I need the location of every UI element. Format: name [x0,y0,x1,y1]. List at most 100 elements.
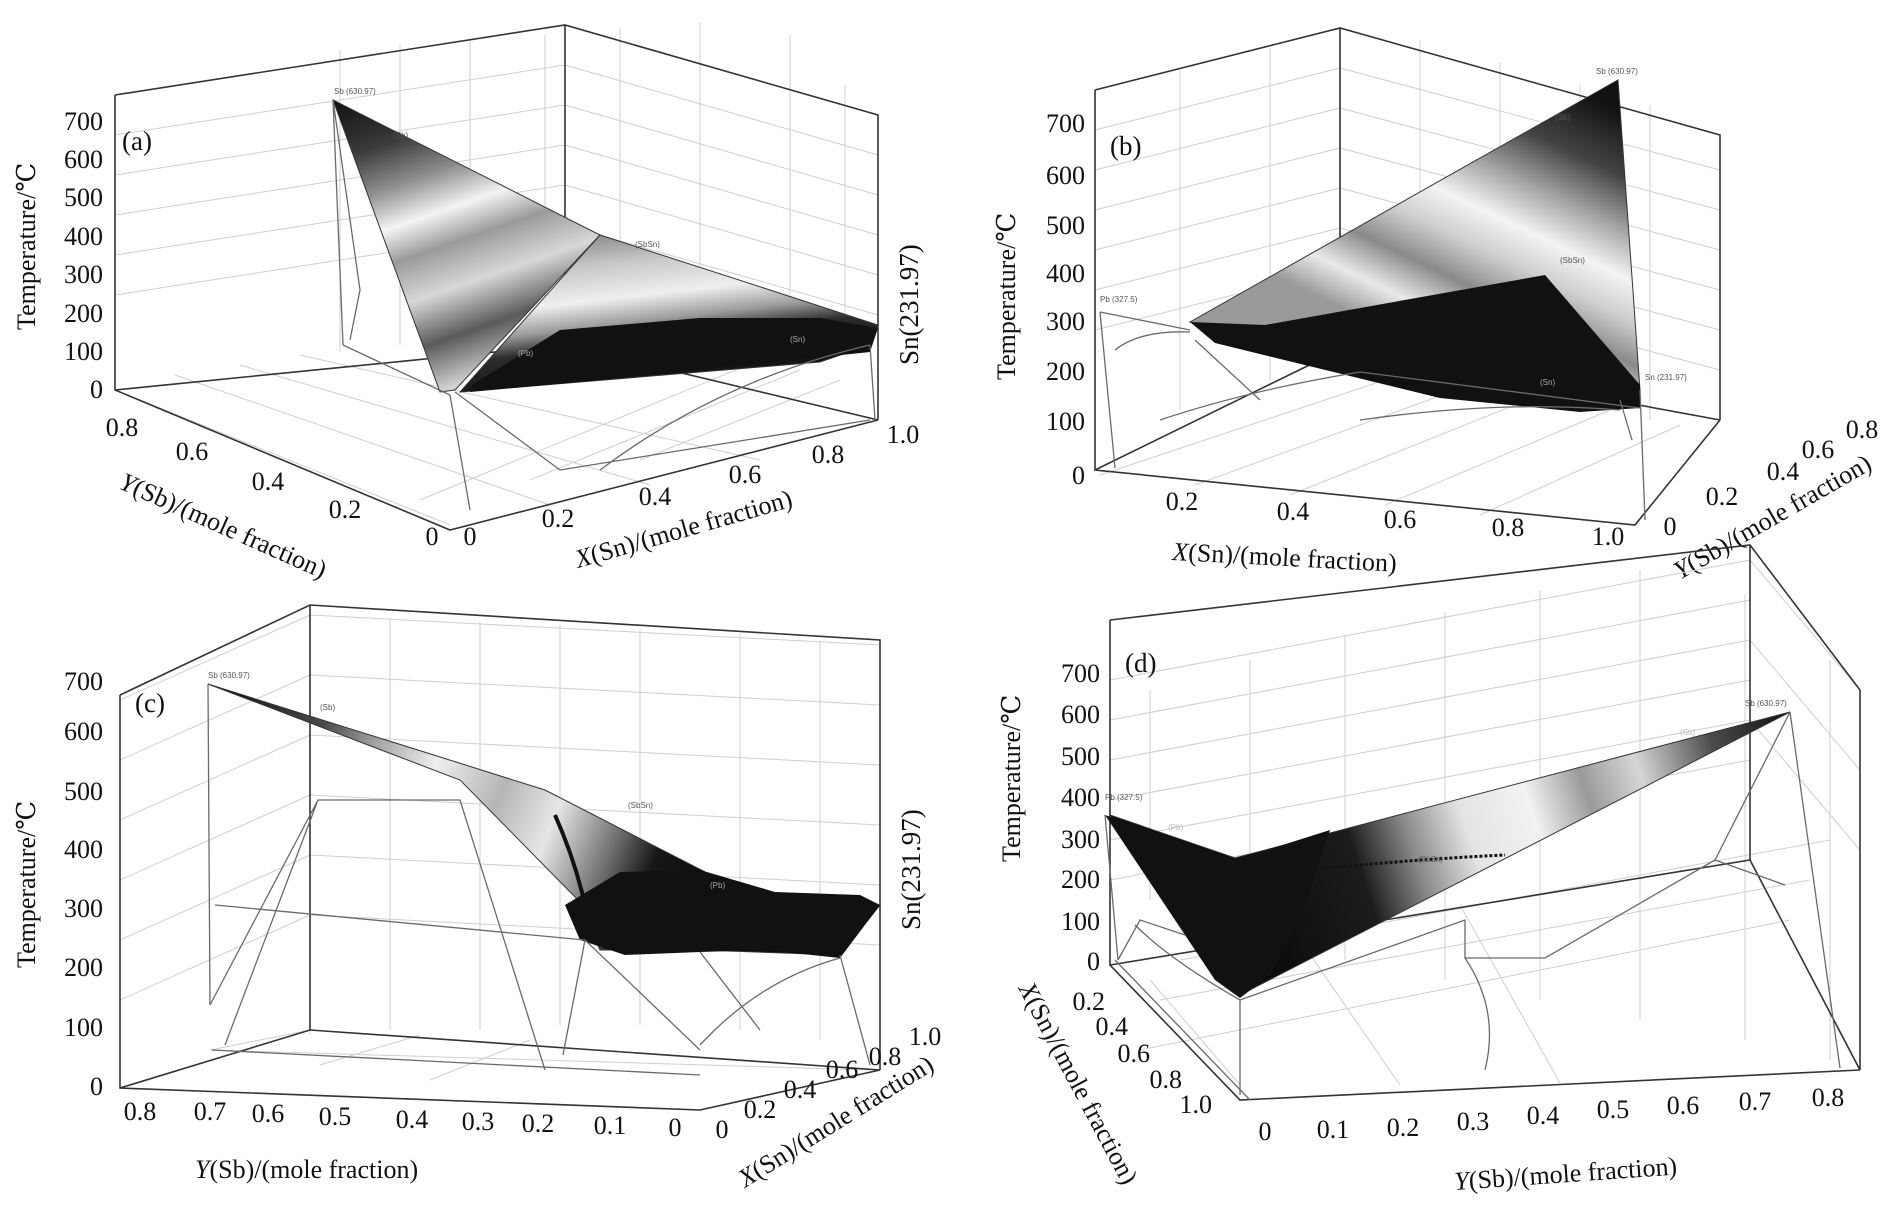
panel-d-y-axis-label: Y(Sb)/(mole fraction) [1453,1151,1678,1195]
panel-b-x-tick: 0.8 [1492,513,1525,542]
panel-b-corner-label: Sn (231.97) [1645,373,1687,382]
panel-d-region-label: (SbSn) [1418,855,1443,864]
panel-d-y-tick: 0.2 [1387,1113,1420,1142]
panel-b-region-label: (Sn) [1540,378,1555,387]
panel-c-y-axis-label: Y(Sb)/(mole fraction) [195,1155,418,1184]
panel-b-liquidus-pb [1190,275,1640,412]
panel-d-z-tick: 0 [1087,947,1100,976]
panel-b-z-tick: 600 [1046,161,1085,190]
panel-d-liquidus-pb [1105,815,1330,998]
panel-a-liquidus-pb [470,318,878,392]
panel-c-x-tick: 0.2 [744,1095,777,1124]
panel-c-y-tick: 0.8 [124,1097,157,1126]
panel-b-x-axis-prefix: X [1171,537,1190,567]
panel-a-z-tick: 300 [64,260,103,289]
panel-d-projection-lines [1104,711,1841,1101]
panel-d-y-axis-prefix: Y [1453,1166,1472,1196]
panel-c-z-tick: 500 [64,777,103,806]
panel-b-x-tick: 0.2 [1166,487,1199,516]
panel-c-projection-lines [207,683,871,1076]
panel-a: 0 100 200 300 400 500 600 700 Temperatur… [12,22,924,584]
panel-a-z-axis-label: Temperature/℃ [12,163,41,330]
panel-a-region-label: (Sb) [393,131,408,140]
panel-a-x-axis-label: X(Sn)/(mole fraction) [571,484,796,574]
panel-a-region-label: (Pb) [518,349,533,358]
panel-d-corner-label: Sb (630.97) [1745,699,1787,708]
panel-b-x-axis-text: (Sn)/(mole fraction) [1188,538,1398,578]
panel-c-z-tick: 400 [64,835,103,864]
panel-b-region-label: (Sb) [1555,113,1570,122]
panel-b-z-tick: 700 [1046,109,1085,138]
panel-c-x-tick: 0.4 [784,1075,817,1104]
panel-d-y-tick: 0.4 [1527,1101,1560,1130]
panel-c-region-label: (Sb) [320,703,335,712]
panel-a-x-tick: 0.6 [729,460,762,489]
panel-b-z-tick: 500 [1046,211,1085,240]
panel-d-box [1109,544,1861,1101]
panel-d-z-tick: 300 [1061,825,1100,854]
panel-b-y-tick: 0.2 [1706,482,1739,511]
panel-a-projection-lines [332,99,876,511]
panel-c-box [119,604,881,1111]
panel-c-region-label: (SbSn) [628,801,653,810]
panel-a-z-tick: 200 [64,299,103,328]
panel-d-y-tick: 0.1 [1317,1115,1350,1144]
panel-c-z-tick: 100 [64,1013,103,1042]
panel-b-x-axis-label: X(Sn)/(mole fraction) [1171,537,1398,578]
panel-c-x-ticks: 0 0.2 0.4 0.6 0.8 1.0 [716,1022,942,1144]
panel-a-z-tick: 500 [64,183,103,212]
panel-c-y-axis-text: (Sb)/(mole fraction) [209,1155,418,1184]
panel-c-y-ticks: 0.8 0.7 0.6 0.5 0.4 0.3 0.2 0.1 0 [124,1097,682,1142]
panel-d-z-tick: 600 [1061,700,1100,729]
panel-b-z-tick: 300 [1046,307,1085,336]
panel-a-tag: (a) [122,126,152,156]
panel-d-y-tick: 0 [1259,1117,1272,1146]
panel-b-y-tick: 0.8 [1846,415,1879,444]
panel-c-region-label: (Pb) [710,881,725,890]
panel-c-y-tick: 0.5 [319,1102,352,1131]
panel-d-x-tick: 0.4 [1096,1012,1129,1041]
panel-d-y-ticks: 0 0.1 0.2 0.3 0.4 0.5 0.6 0.7 0.8 [1259,1083,1845,1146]
panel-d-y-tick: 0.6 [1667,1091,1700,1120]
panel-b: 0 100 200 300 400 500 600 700 Temperatur… [992,27,1879,585]
panel-c: 0 100 200 300 400 500 600 700 Temperatur… [12,604,942,1194]
panel-d-x-tick: 1.0 [1180,1090,1213,1119]
panel-b-z-tick: 200 [1046,357,1085,386]
panel-c-x-tick: 0.8 [869,1042,902,1071]
panel-b-x-tick: 0.4 [1277,497,1310,526]
panel-a-y-tick: 0.8 [106,413,139,442]
panel-a-y-tick: 0.4 [252,467,285,496]
panel-c-eutectic-trough [553,814,587,906]
panel-d-z-tick: 400 [1061,783,1100,812]
panel-a-x-tick: 1.0 [887,420,920,449]
panel-a-side-label: Sn(231.97) [894,244,924,365]
panel-d-z-tick: 700 [1061,659,1100,688]
panel-c-y-tick: 0.3 [462,1107,495,1136]
panel-b-z-tick: 0 [1072,461,1085,490]
panel-a-corner-label: Sb (630.97) [334,87,376,96]
panel-a-y-axis-text: (Sb)/(mole fraction) [129,473,331,584]
panel-b-corner-label: Pb (327.5) [1100,295,1138,304]
panel-c-z-tick: 0 [90,1072,103,1101]
panel-b-projection-lines [1099,311,1646,521]
panel-c-y-tick: 0.4 [396,1105,429,1134]
panel-a-region-label: (Sn) [790,335,805,344]
panel-c-z-tick: 600 [64,717,103,746]
panel-a-z-tick: 0 [90,375,103,404]
panel-c-z-tick: 300 [64,894,103,923]
panel-a-x-tick: 0.8 [812,440,845,469]
panel-a-y-tick: 0.2 [329,495,362,524]
panel-c-grid [119,614,881,1081]
panel-b-y-tick: 0.6 [1802,435,1835,464]
panel-c-x-tick: 1.0 [909,1022,942,1051]
panel-d-corner-label: Pb (327.5) [1105,793,1143,802]
panel-a-z-tick: 100 [64,337,103,366]
panel-d-y-tick: 0.7 [1739,1087,1772,1116]
panel-a-z-tick: 700 [64,107,103,136]
panel-c-tag: (c) [135,688,165,718]
panel-c-y-tick: 0.6 [252,1099,285,1128]
panel-d-z-tick: 100 [1061,907,1100,936]
panel-d-y-tick: 0.3 [1457,1107,1490,1136]
panel-b-region-label: (SbSn) [1560,256,1585,265]
panel-c-y-tick: 0.7 [194,1097,227,1126]
